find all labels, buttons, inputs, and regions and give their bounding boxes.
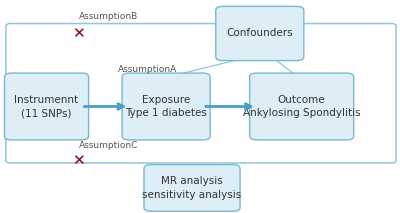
FancyBboxPatch shape	[216, 6, 304, 60]
Text: Instrumennt
(11 SNPs): Instrumennt (11 SNPs)	[14, 95, 78, 118]
Text: ✕: ✕	[72, 26, 85, 41]
Text: AssumptionC: AssumptionC	[78, 141, 138, 150]
FancyBboxPatch shape	[4, 73, 88, 140]
Text: Exposure
Type 1 diabetes: Exposure Type 1 diabetes	[125, 95, 207, 118]
FancyBboxPatch shape	[250, 73, 354, 140]
FancyBboxPatch shape	[122, 73, 210, 140]
Text: MR analysis
sensitivity analysis: MR analysis sensitivity analysis	[142, 176, 242, 200]
Text: Confounders: Confounders	[226, 29, 293, 39]
FancyBboxPatch shape	[144, 165, 240, 211]
Text: Outcome
Ankylosing Spondylitis: Outcome Ankylosing Spondylitis	[243, 95, 360, 118]
Text: AssumptionA: AssumptionA	[118, 65, 178, 74]
Text: AssumptionB: AssumptionB	[78, 12, 138, 21]
Text: ✕: ✕	[72, 153, 85, 168]
